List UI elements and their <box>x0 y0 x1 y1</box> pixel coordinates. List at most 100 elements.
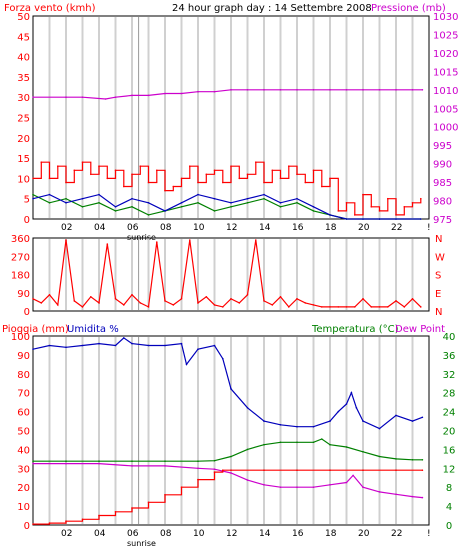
data-point <box>395 469 397 472</box>
y-tick-label-temperature: 12 <box>443 464 456 475</box>
data-point <box>312 169 315 172</box>
data-point <box>131 197 133 200</box>
data-point <box>352 474 354 477</box>
x-tick-label: 16 <box>292 223 304 233</box>
data-point <box>189 239 191 241</box>
data-point <box>180 342 183 345</box>
x-tick-label: 06 <box>127 223 139 233</box>
data-point <box>123 185 125 188</box>
dew-point-axis-title: Dew Point <box>395 324 445 335</box>
data-point <box>32 298 34 300</box>
data-point <box>362 420 364 422</box>
data-point <box>123 337 125 339</box>
data-point <box>32 462 34 465</box>
data-point <box>350 391 353 394</box>
data-point <box>32 96 34 98</box>
data-point <box>147 344 150 347</box>
data-point <box>197 202 199 204</box>
data-point <box>271 304 274 306</box>
data-point <box>131 294 133 296</box>
data-point <box>213 304 216 306</box>
x-tick-label: 14 <box>259 529 271 539</box>
x-tick-label: 04 <box>94 529 106 539</box>
x-tick-label: 06 <box>127 529 139 539</box>
data-point <box>321 185 323 188</box>
y-tick-label-wind: 40 <box>17 53 30 64</box>
data-point <box>139 302 142 304</box>
data-point <box>304 302 307 304</box>
y-tick-label-direction: 360 <box>11 234 30 245</box>
data-point <box>345 446 348 448</box>
y-tick-label-humidity: 40 <box>17 445 30 456</box>
y-tick-label-temperature: 8 <box>446 483 452 494</box>
data-point <box>345 202 348 204</box>
y-tick-label-humidity: 30 <box>17 464 30 475</box>
data-point <box>90 296 92 298</box>
data-point <box>222 306 224 308</box>
data-point <box>65 181 67 184</box>
data-point <box>263 89 265 91</box>
data-point <box>296 173 298 176</box>
series-line-wind-avg-blue- <box>32 193 421 220</box>
data-point <box>345 306 348 308</box>
data-point <box>90 173 92 176</box>
data-point <box>263 193 265 196</box>
data-point <box>32 193 34 196</box>
data-point <box>180 177 183 180</box>
y-tick-label-temperature: 28 <box>443 389 456 400</box>
data-point <box>114 96 117 98</box>
data-point <box>230 89 232 91</box>
y-tick-label-wind: 35 <box>17 73 30 84</box>
data-point <box>296 425 298 428</box>
data-point <box>230 298 232 300</box>
data-point <box>246 173 249 176</box>
y-tick-label-wind: 20 <box>17 134 30 145</box>
series-line-direzione-vento <box>32 239 422 308</box>
y-tick-label-humidity: 20 <box>17 483 30 494</box>
data-point <box>296 469 298 472</box>
data-point <box>131 460 133 463</box>
data-point <box>114 206 117 208</box>
data-point <box>65 462 67 465</box>
data-point <box>362 486 364 489</box>
data-point <box>40 161 43 163</box>
y-tick-label-temperature: 0 <box>446 521 452 532</box>
data-point <box>197 478 199 481</box>
data-point <box>147 306 150 308</box>
data-point <box>114 169 117 172</box>
data-point <box>98 462 100 465</box>
data-point <box>279 202 282 204</box>
x-tick-label: 22 <box>391 223 402 233</box>
y-tick-label-pressure: 1010 <box>433 86 458 97</box>
weather-panel-frame <box>32 335 430 526</box>
data-point <box>395 414 397 417</box>
data-point <box>131 173 133 176</box>
data-point <box>180 486 183 489</box>
series-line-forza-vento-kmh- <box>33 161 422 216</box>
data-point <box>329 469 331 472</box>
data-point <box>180 202 183 204</box>
data-point <box>213 197 216 200</box>
y-tick-label-humidity: 80 <box>17 370 30 381</box>
data-point <box>312 206 315 208</box>
data-point <box>180 298 183 300</box>
x-tick-label: 10 <box>193 223 205 233</box>
data-point <box>378 210 381 212</box>
data-point <box>279 296 282 298</box>
data-point <box>246 407 249 409</box>
x-tick-label: 02 <box>61 223 72 233</box>
humidity-axis-title: Umidita % <box>67 324 119 335</box>
y-tick-label-temperature: 16 <box>443 445 456 456</box>
series-line-pioggia-mm- <box>33 469 423 525</box>
data-point <box>345 218 348 220</box>
data-point <box>395 89 397 91</box>
data-point <box>296 441 298 444</box>
data-point <box>255 161 257 163</box>
data-point <box>213 471 216 473</box>
y-tick-label-temperature: 36 <box>443 351 456 362</box>
data-point <box>172 185 175 188</box>
x-tick-label: ! <box>427 223 431 233</box>
data-point <box>189 165 191 167</box>
y-tick-label-humidity: 10 <box>17 502 30 513</box>
